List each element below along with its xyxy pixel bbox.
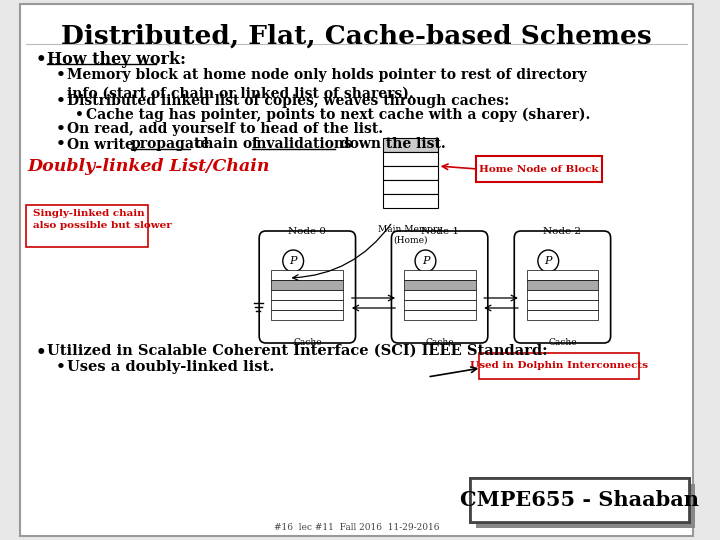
- FancyBboxPatch shape: [475, 484, 695, 528]
- Text: •: •: [75, 108, 84, 122]
- FancyBboxPatch shape: [26, 205, 148, 247]
- Bar: [383, 166, 438, 180]
- Text: Home Node of Block: Home Node of Block: [479, 165, 598, 173]
- FancyBboxPatch shape: [470, 478, 689, 522]
- Text: •: •: [35, 344, 46, 361]
- Text: Distributed, Flat, Cache-based Schemes: Distributed, Flat, Cache-based Schemes: [61, 24, 652, 49]
- Bar: [383, 138, 438, 152]
- Bar: [271, 300, 343, 310]
- Text: Uses a doubly-linked list.: Uses a doubly-linked list.: [68, 360, 274, 374]
- Text: On write,: On write,: [68, 137, 144, 151]
- Text: Used in Dolphin Interconnects: Used in Dolphin Interconnects: [469, 361, 648, 370]
- FancyBboxPatch shape: [480, 353, 639, 379]
- Bar: [404, 300, 475, 310]
- Text: Utilized in Scalable Coherent Interface (SCI) IEEE Standard:: Utilized in Scalable Coherent Interface …: [47, 344, 547, 358]
- Text: P: P: [422, 256, 429, 266]
- Text: Doubly-linked List/Chain: Doubly-linked List/Chain: [27, 158, 270, 175]
- Text: CMPE655 - Shaaban: CMPE655 - Shaaban: [460, 490, 699, 510]
- Text: •: •: [56, 68, 66, 82]
- FancyBboxPatch shape: [20, 4, 693, 536]
- Text: Node 1: Node 1: [420, 227, 459, 236]
- Text: Node 2: Node 2: [544, 227, 582, 236]
- Text: Cache tag has pointer, points to next cache with a copy (sharer).: Cache tag has pointer, points to next ca…: [86, 108, 590, 123]
- Bar: [526, 270, 598, 280]
- Bar: [383, 152, 438, 166]
- Bar: [404, 270, 475, 280]
- Text: Singly-linked chain
also possible but slower: Singly-linked chain also possible but sl…: [33, 209, 172, 230]
- Circle shape: [283, 250, 304, 272]
- Text: Node 0: Node 0: [289, 227, 326, 236]
- Text: Main Memory
(Home): Main Memory (Home): [378, 225, 443, 245]
- Circle shape: [538, 250, 559, 272]
- Bar: [526, 300, 598, 310]
- FancyBboxPatch shape: [392, 231, 488, 343]
- Bar: [271, 270, 343, 280]
- Text: #16  lec #11  Fall 2016  11-29-2016: #16 lec #11 Fall 2016 11-29-2016: [274, 523, 439, 532]
- Bar: [404, 310, 475, 320]
- FancyBboxPatch shape: [514, 231, 611, 343]
- Text: Distributed linked list of copies, weaves through caches:: Distributed linked list of copies, weave…: [68, 94, 510, 108]
- Bar: [383, 194, 438, 208]
- Circle shape: [415, 250, 436, 272]
- Bar: [526, 280, 598, 290]
- Text: Cache: Cache: [293, 338, 322, 347]
- Text: Cache: Cache: [548, 338, 577, 347]
- FancyBboxPatch shape: [470, 478, 689, 522]
- FancyBboxPatch shape: [259, 231, 356, 343]
- Text: Cache: Cache: [426, 338, 454, 347]
- Text: down the list.: down the list.: [335, 137, 446, 151]
- Text: •: •: [56, 137, 66, 151]
- Text: •: •: [56, 94, 66, 108]
- Text: How they work:: How they work:: [47, 51, 186, 68]
- Text: •: •: [56, 360, 66, 374]
- Text: •: •: [56, 122, 66, 136]
- FancyBboxPatch shape: [475, 156, 602, 182]
- Text: P: P: [289, 256, 297, 266]
- Bar: [526, 290, 598, 300]
- Text: chain of: chain of: [190, 137, 264, 151]
- Text: On read, add yourself to head of the list.: On read, add yourself to head of the lis…: [68, 122, 384, 136]
- Bar: [404, 290, 475, 300]
- Text: propagate: propagate: [131, 137, 210, 151]
- Bar: [383, 180, 438, 194]
- Text: invalidations: invalidations: [251, 137, 353, 151]
- Bar: [404, 280, 475, 290]
- Bar: [526, 310, 598, 320]
- Text: •: •: [35, 51, 46, 68]
- Text: Memory block at home node only holds pointer to rest of directory
info (start of: Memory block at home node only holds poi…: [68, 68, 588, 101]
- Text: P: P: [544, 256, 552, 266]
- Bar: [271, 280, 343, 290]
- Bar: [271, 290, 343, 300]
- Bar: [271, 310, 343, 320]
